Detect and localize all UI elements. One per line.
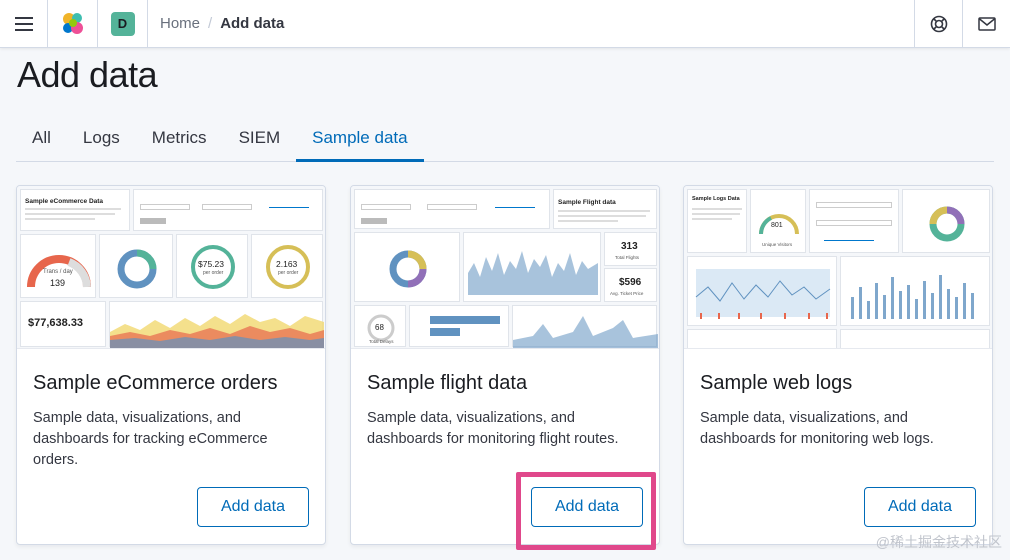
bar-scatter-chart-icon <box>851 275 974 319</box>
card-flights: Sample Flight data 313 Total Flights $59… <box>350 185 660 545</box>
tab-logs[interactable]: Logs <box>82 128 120 147</box>
avg-price-value: $596 <box>619 277 642 288</box>
ring-gauge-icon <box>191 245 235 289</box>
visitors-label: Unique Visitors <box>762 242 793 247</box>
thumb-heading: Sample Logs Data <box>692 196 740 202</box>
kibana-logo[interactable] <box>48 0 98 48</box>
add-web-logs-data-button[interactable]: Add data <box>864 487 976 527</box>
revenue-value: $77,638.33 <box>28 317 84 329</box>
thumb-visitors-panel: 801 Unique Visitors <box>750 189 806 253</box>
thumb-delays-panel: 68 Total Delays <box>354 305 406 347</box>
thumb-delay-area-panel <box>512 305 658 348</box>
tab-bar: All Logs Metrics SIEM Sample data <box>16 118 994 162</box>
add-flight-data-button[interactable]: Add data <box>531 487 643 527</box>
avg-sold-label: per order <box>278 270 299 276</box>
thumb-flight-count-panel <box>463 232 601 302</box>
thumb-bar-panel <box>409 305 509 347</box>
tab-all[interactable]: All <box>32 128 51 147</box>
delay-area-chart-icon <box>513 316 658 348</box>
total-flights-value: 313 <box>621 241 638 252</box>
breadcrumb-separator: / <box>208 15 213 32</box>
avg-price-label: Avg. Ticket Price <box>610 291 644 296</box>
thumb-response-panel <box>687 256 837 326</box>
tab-sample-data[interactable]: Sample data <box>296 118 424 162</box>
thumb-heading: Sample Flight data <box>558 199 616 206</box>
tab-siem[interactable]: SIEM <box>238 128 281 147</box>
thumb-donut-panel <box>354 232 460 302</box>
thumb-revenue-panel: $77,638.33 <box>20 301 106 347</box>
top-header: D Home / Add data <box>0 0 1010 48</box>
tab-metrics[interactable]: Metrics <box>151 128 207 147</box>
card-title: Sample flight data <box>367 372 528 394</box>
ring-gauge-icon <box>367 314 395 342</box>
thumb-panel <box>354 189 550 229</box>
delays-value: 68 <box>375 323 384 332</box>
breadcrumb-current: Add data <box>220 15 285 32</box>
donut-chart-icon <box>929 206 965 242</box>
logs-dashboard-thumbnail: Sample Logs Data 801 Unique Visitors <box>684 186 992 349</box>
thumb-panel <box>840 329 990 348</box>
thumb-donut-panel <box>99 234 173 298</box>
gauge-chart-icon <box>27 255 91 288</box>
gauge-label: Trans / day <box>43 269 73 275</box>
card-ecommerce: Sample eCommerce Data Trans / day 139 <box>16 185 326 545</box>
thumb-avg-sales-panel: $75.23 per order <box>176 234 248 298</box>
ecommerce-dashboard-thumbnail: Sample eCommerce Data Trans / day 139 <box>17 186 325 349</box>
thumb-panel <box>809 189 899 253</box>
help-button[interactable] <box>914 0 962 48</box>
thumb-avg-price-panel: $596 Avg. Ticket Price <box>604 268 657 302</box>
total-flights-label: Total Flights <box>615 255 640 260</box>
add-ecommerce-data-button[interactable]: Add data <box>197 487 309 527</box>
card-web-logs: Sample Logs Data 801 Unique Visitors <box>683 185 993 545</box>
gauge-chart-icon <box>759 214 799 235</box>
thumb-area-panel <box>109 301 324 348</box>
thumb-unique-visitors-panel <box>840 256 990 326</box>
card-description: Sample data, visualizations, and dashboa… <box>33 410 268 468</box>
gauge-value: 139 <box>50 278 66 288</box>
thumb-panel <box>687 329 837 348</box>
visitors-value: 801 <box>771 222 783 229</box>
help-lifebuoy-icon <box>930 15 947 32</box>
avg-sold-value: 2.163 <box>276 259 298 269</box>
breadcrumb-home[interactable]: Home <box>160 15 201 32</box>
mail-icon <box>977 16 996 31</box>
response-chart-icon <box>695 269 831 319</box>
elastic-logo-icon <box>62 12 83 34</box>
watermark: @稀土掘金技术社区 <box>875 534 1002 550</box>
thumb-avg-sold-panel: 2.163 per order <box>251 234 323 298</box>
avg-sales-label: per order <box>203 270 224 276</box>
thumb-panel <box>133 189 323 231</box>
menu-button[interactable] <box>0 0 48 48</box>
card-description: Sample data, visualizations, and dashboa… <box>700 410 934 447</box>
space-avatar: D <box>110 11 135 36</box>
card-description: Sample data, visualizations, and dashboa… <box>367 410 619 447</box>
breadcrumb: Home / Add data <box>148 15 914 32</box>
thumb-total-flights-panel: 313 Total Flights <box>604 232 657 266</box>
donut-chart-icon <box>389 250 427 288</box>
avg-sales-value: $75.23 <box>198 259 224 269</box>
thumb-panel: Sample eCommerce Data <box>20 189 130 231</box>
flight-area-chart-icon <box>468 251 598 295</box>
thumb-heading: Sample eCommerce Data <box>25 198 104 205</box>
hamburger-icon <box>14 16 33 31</box>
page-title: Add data <box>17 54 158 95</box>
card-title: Sample eCommerce orders <box>33 372 278 394</box>
card-title: Sample web logs <box>700 372 853 394</box>
newsfeed-button[interactable] <box>962 0 1010 48</box>
thumb-gauge-panel: Trans / day 139 <box>20 234 96 298</box>
flights-dashboard-thumbnail: Sample Flight data 313 Total Flights $59… <box>351 186 659 349</box>
donut-chart-icon <box>117 249 157 289</box>
thumb-panel: Sample Flight data <box>553 189 657 229</box>
thumb-donut-panel <box>902 189 990 253</box>
space-selector[interactable]: D <box>98 0 148 48</box>
area-chart-icon <box>110 314 324 348</box>
thumb-panel: Sample Logs Data <box>687 189 747 253</box>
ring-gauge-icon <box>266 245 310 289</box>
delays-label: Total Delays <box>369 339 394 344</box>
